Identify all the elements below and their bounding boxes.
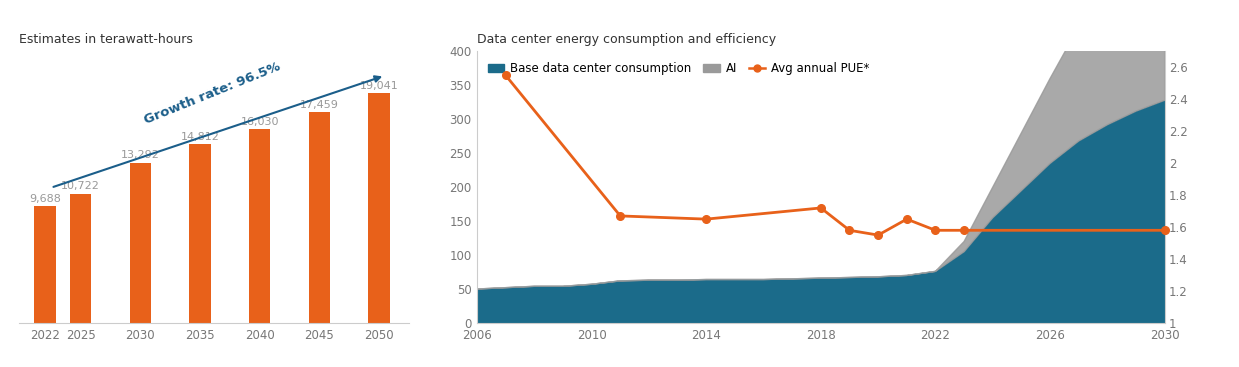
Text: 9,688: 9,688 [28, 194, 61, 204]
Text: Estimates in terawatt-hours: Estimates in terawatt-hours [19, 33, 192, 46]
Bar [69, 193, 92, 323]
Bar [130, 163, 151, 323]
Bar [309, 112, 330, 323]
Text: 17,459: 17,459 [300, 100, 338, 110]
Bar [368, 93, 390, 323]
Text: Data center energy consumption and efficiency: Data center energy consumption and effic… [477, 33, 776, 46]
Text: 10,722: 10,722 [61, 181, 100, 191]
Text: 13,292: 13,292 [121, 150, 160, 160]
Text: 16,030: 16,030 [240, 117, 279, 127]
Text: 14,812: 14,812 [181, 132, 219, 142]
Text: Growth rate: 96.5%: Growth rate: 96.5% [142, 60, 282, 127]
Legend: Base data center consumption, AI, Avg annual PUE*: Base data center consumption, AI, Avg an… [483, 57, 875, 80]
Bar [249, 130, 270, 323]
Text: 19,041: 19,041 [359, 81, 399, 91]
Bar [35, 206, 56, 323]
Bar [190, 144, 211, 323]
